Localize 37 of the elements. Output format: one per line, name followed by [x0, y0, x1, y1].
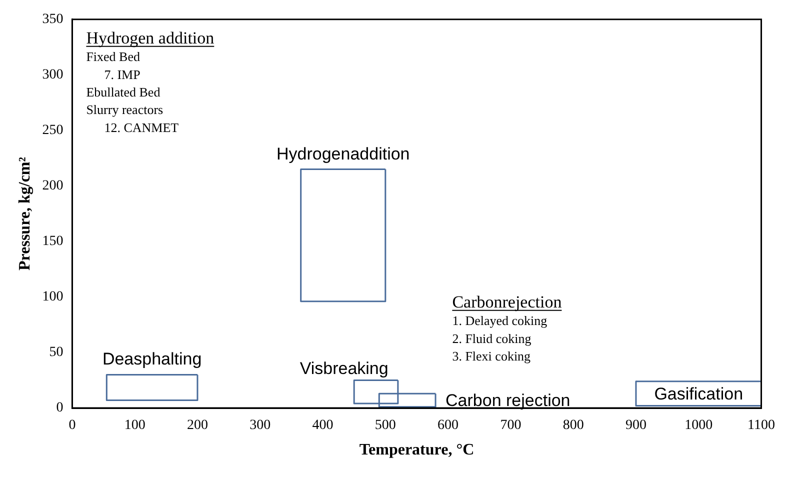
y-tick-label: 100	[42, 290, 64, 305]
x-tick-label: 1100	[748, 418, 775, 434]
y-tick-label: 150	[42, 234, 64, 250]
annotation: 3. Flexi coking	[452, 348, 532, 364]
x-axis-title: Temperature, °C	[359, 442, 474, 459]
series-label: Hydrogenaddition	[276, 144, 410, 164]
annotation: 7. IMP	[104, 66, 140, 82]
annotation: Carbonrejection	[452, 292, 562, 312]
y-axis-title: Pressure, kg/cm²	[16, 156, 34, 270]
annotation: 2. Fluid coking	[452, 330, 532, 346]
series-label: Deasphalting	[102, 350, 202, 369]
x-tick-label: 300	[250, 418, 271, 434]
series-label: Visbreaking	[300, 359, 388, 378]
y-tick-label: 200	[42, 178, 64, 194]
x-tick-label: 100	[124, 418, 146, 434]
x-tick-label: 400	[312, 418, 334, 434]
series-label: Carbon rejection	[446, 391, 570, 410]
y-tick-label: 300	[42, 68, 64, 83]
annotation: 1. Delayed coking	[452, 313, 548, 328]
x-tick-label: 0	[68, 418, 76, 434]
y-tick-label: 0	[56, 400, 64, 416]
y-tick-label: 250	[42, 123, 64, 138]
annotation: Hydrogen addition	[86, 28, 215, 48]
x-tick-label: 500	[374, 418, 396, 434]
series-label: Gasification	[654, 384, 744, 404]
x-tick-label: 800	[562, 418, 584, 434]
x-tick-label: 700	[500, 418, 522, 434]
x-tick-label: 600	[438, 418, 459, 434]
annotation: Ebullated Bed	[86, 84, 161, 100]
y-tick-label: 50	[49, 345, 64, 360]
x-tick-label: 200	[186, 418, 208, 434]
annotation: Fixed Bed	[86, 49, 141, 64]
x-tick-label: 900	[625, 418, 646, 434]
annotation: 12. CANMET	[104, 120, 179, 135]
annotation: Slurry reactors	[86, 102, 164, 118]
x-tick-label: 1000	[684, 418, 713, 434]
y-tick-label: 350	[42, 12, 64, 28]
